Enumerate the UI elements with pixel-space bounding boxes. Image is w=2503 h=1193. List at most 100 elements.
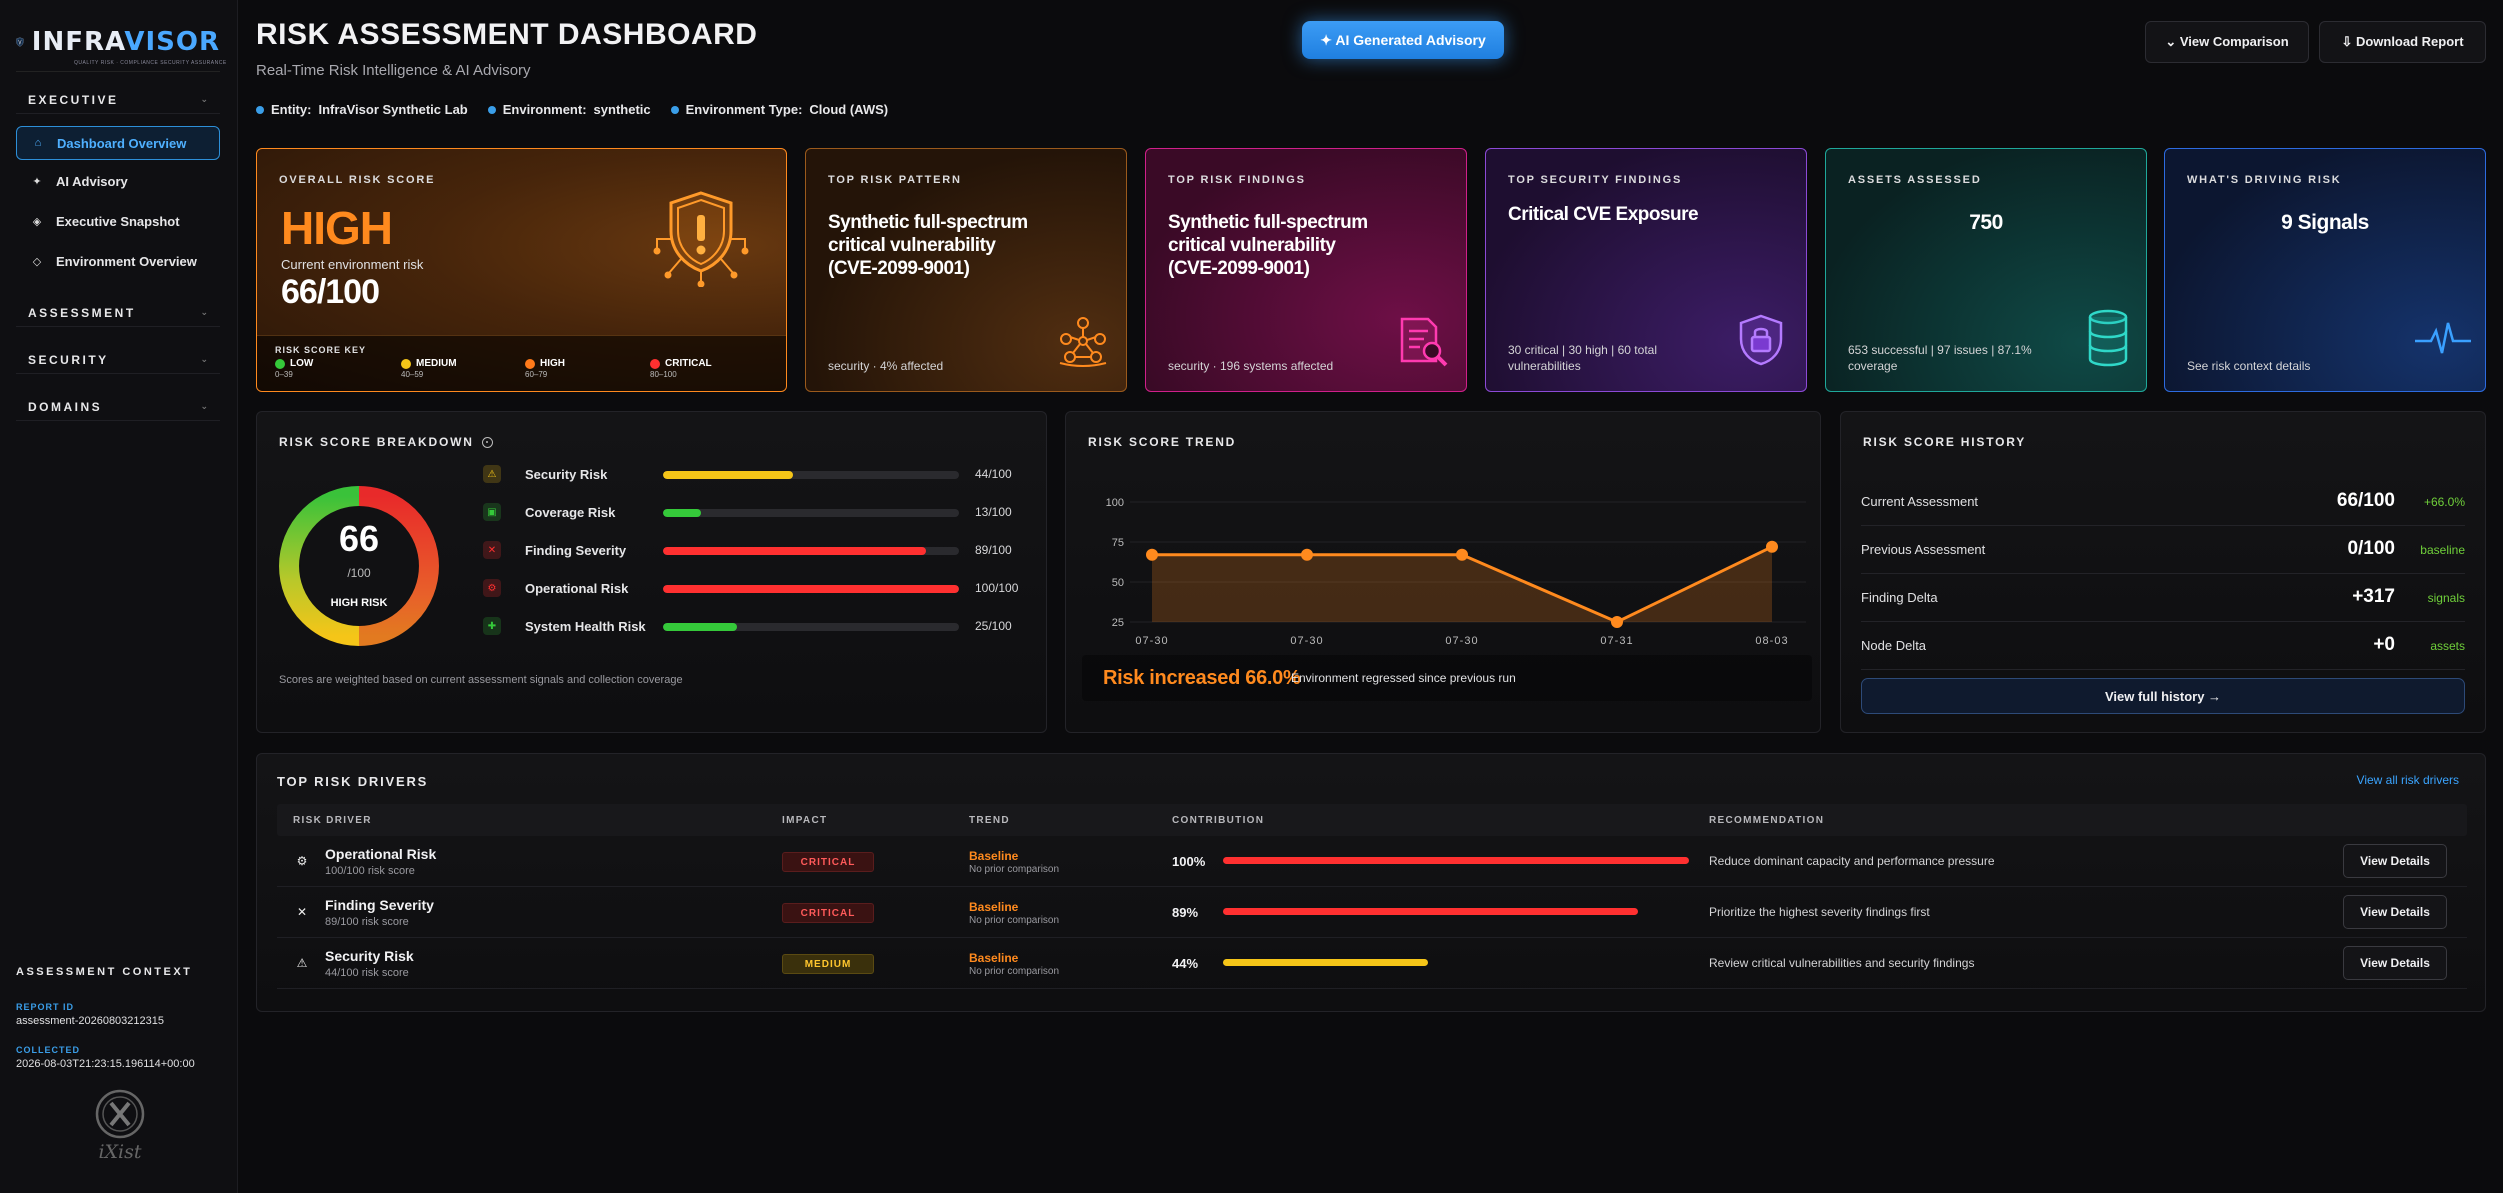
history-key: Previous Assessment bbox=[1861, 542, 1986, 557]
critical-dot-icon bbox=[650, 358, 660, 369]
warning-icon: ⚠ bbox=[296, 956, 308, 970]
risk-key-low: LOW 0–39 bbox=[275, 358, 313, 379]
risk-key-name: CRITICAL bbox=[665, 358, 712, 369]
nav-group-label: SECURITY bbox=[28, 352, 109, 367]
history-delta: assets bbox=[2430, 639, 2465, 653]
impact-badge: MEDIUM bbox=[782, 954, 874, 974]
report-id-label: REPORT ID bbox=[16, 1002, 75, 1012]
logo-wordmark: INFRAVISOR bbox=[31, 26, 220, 57]
nav-group-executive-header[interactable]: EXECUTIVE ⌄ bbox=[16, 86, 220, 114]
breakdown-track bbox=[663, 623, 959, 631]
chevron-down-icon: ⌄ bbox=[200, 354, 208, 364]
sidebar-item-executive-snapshot[interactable]: ◈ Executive Snapshot bbox=[16, 202, 220, 240]
top-security-findings-card[interactable]: TOP SECURITY FINDINGS Critical CVE Expos… bbox=[1485, 148, 1807, 392]
pulse-icon bbox=[2415, 322, 2471, 354]
chevron-down-icon: ⌄ bbox=[200, 94, 208, 104]
view-details-button[interactable]: View Details bbox=[2343, 844, 2447, 878]
breakdown-bar bbox=[663, 509, 702, 517]
history-value: 0/100 bbox=[2347, 538, 2395, 559]
x-tick-label: 07-31 bbox=[1600, 635, 1633, 647]
sidebar-item-label: Environment Overview bbox=[56, 253, 197, 269]
driver-name: Operational Risk bbox=[325, 846, 437, 862]
sparkle-icon: ✦ bbox=[32, 175, 42, 188]
driver-score: 89/100 risk score bbox=[325, 916, 409, 928]
trend-sub: No prior comparison bbox=[969, 966, 1060, 977]
column-header: TREND bbox=[969, 815, 1010, 826]
breakdown-row-name: Operational Risk bbox=[525, 581, 629, 596]
risk-key-critical: CRITICAL 80–100 bbox=[650, 358, 712, 379]
ai-generated-advisory-button[interactable]: ✦ AI Generated Advisory bbox=[1302, 21, 1504, 59]
entity-meta: Entity: InfraVisor Synthetic Lab bbox=[256, 102, 468, 117]
collected-value: 2026-08-03T21:23:15.196114+00:00 bbox=[16, 1058, 195, 1070]
ixist-logo: iXist bbox=[92, 1088, 148, 1163]
card-footnote: 30 critical | 30 high | 60 total vulnera… bbox=[1508, 343, 1657, 373]
medium-dot-icon bbox=[401, 358, 411, 369]
risk-key-range: 60–79 bbox=[525, 370, 548, 379]
top-risk-findings-card[interactable]: TOP RISK FINDINGS Synthetic full-spectru… bbox=[1145, 148, 1467, 392]
network-nodes-icon bbox=[1059, 317, 1107, 367]
recommendation: Reduce dominant capacity and performance… bbox=[1709, 854, 1995, 868]
sidebar-item-label: Executive Snapshot bbox=[56, 213, 180, 229]
table-row[interactable]: ⚙ Operational Risk 100/100 risk score CRITI… bbox=[277, 836, 2467, 887]
x-tick-label: 08-03 bbox=[1755, 635, 1788, 647]
trend-point bbox=[1611, 616, 1623, 628]
nav-group-assessment-header[interactable]: ASSESSMENT ⌄ bbox=[16, 299, 220, 327]
risk-key-title: RISK SCORE KEY bbox=[275, 345, 367, 355]
risk-key-range: 40–59 bbox=[401, 370, 424, 379]
assets-assessed-card[interactable]: ASSETS ASSESSED 750 653 successful | 97 … bbox=[1825, 148, 2147, 392]
table-row[interactable]: ⚠ Security Risk 44/100 risk score MEDIUM Bas… bbox=[277, 938, 2467, 989]
sidebar-item-environment-overview[interactable]: ◇ Environment Overview bbox=[16, 242, 220, 280]
risk-context-link[interactable]: See risk context details bbox=[2187, 359, 2311, 373]
risk-trend-chart: 25 50 75 100 07-30 07-30 07-30 07-31 08-03 bbox=[1106, 497, 1806, 647]
status-dot-icon bbox=[670, 105, 679, 114]
nav-group-label: ASSESSMENT bbox=[28, 305, 136, 320]
breakdown-row-value: 89/100 bbox=[975, 543, 1012, 557]
history-value: 66/100 bbox=[2336, 490, 2395, 511]
view-comparison-button[interactable]: ⌄ View Comparison bbox=[2145, 21, 2309, 63]
download-report-button[interactable]: ⇩ Download Report bbox=[2319, 21, 2486, 63]
trend-sub: No prior comparison bbox=[969, 864, 1060, 875]
view-details-button[interactable]: View Details bbox=[2343, 946, 2447, 980]
report-id-value: assessment-20260803212315 bbox=[16, 1015, 165, 1027]
page-subtitle: Real-Time Risk Intelligence & AI Advisor… bbox=[256, 62, 531, 79]
risk-caption: Current environment risk bbox=[281, 257, 424, 272]
diamond-icon: ◈ bbox=[32, 215, 42, 228]
card-label: WHAT'S DRIVING RISK bbox=[2187, 174, 2342, 186]
view-all-risk-drivers-link[interactable]: View all risk drivers bbox=[2356, 773, 2459, 787]
gauge-value: 66 bbox=[338, 518, 380, 559]
driver-name: Finding Severity bbox=[325, 897, 434, 913]
risk-key-range: 0–39 bbox=[275, 370, 293, 379]
risk-key-medium: MEDIUM 40–59 bbox=[401, 358, 457, 379]
infravisor-logo[interactable]: INFRAVISOR QUALITY RISK · COMPLIANCE SEC… bbox=[16, 12, 226, 72]
assessment-context-title: ASSESSMENT CONTEXT bbox=[16, 966, 193, 978]
sidebar-item-ai-advisory[interactable]: ✦ AI Advisory bbox=[16, 162, 220, 200]
view-details-button[interactable]: View Details bbox=[2343, 895, 2447, 929]
sidebar-item-dashboard-overview[interactable]: ⌂ Dashboard Overview bbox=[16, 126, 220, 160]
document-search-icon bbox=[1400, 317, 1448, 367]
breakdown-title: RISK SCORE BREAKDOWN bbox=[279, 435, 493, 449]
view-full-history-button[interactable]: View full history → bbox=[1861, 678, 2465, 714]
history-title: RISK SCORE HISTORY bbox=[1863, 435, 2027, 449]
card-label: ASSETS ASSESSED bbox=[1848, 174, 1982, 186]
overall-risk-score-card[interactable]: OVERALL RISK SCORE HIGH Current environm… bbox=[256, 148, 787, 392]
risk-score-trend-panel: RISK SCORE TREND 25 50 75 100 07-30 07-30 07-3… bbox=[1065, 411, 1821, 733]
risk-key-name: LOW bbox=[290, 358, 314, 369]
card-label: TOP SECURITY FINDINGS bbox=[1508, 174, 1683, 186]
home-icon: ⌂ bbox=[34, 137, 42, 149]
impact-badge: CRITICAL bbox=[782, 903, 874, 923]
trend-point bbox=[1301, 548, 1313, 561]
table-row[interactable]: ✕ Finding Severity 89/100 risk score CRITIC… bbox=[277, 887, 2467, 938]
history-key: Finding Delta bbox=[1861, 590, 1938, 605]
info-icon[interactable] bbox=[481, 436, 493, 448]
entity-label: Entity: bbox=[271, 102, 312, 117]
trend-sub: No prior comparison bbox=[969, 915, 1060, 926]
driver-name: Security Risk bbox=[325, 948, 414, 964]
column-header: RECOMMENDATION bbox=[1709, 815, 1825, 826]
top-risk-pattern-card[interactable]: TOP RISK PATTERN Synthetic full-spectrum… bbox=[805, 148, 1127, 392]
whats-driving-risk-card[interactable]: WHAT'S DRIVING RISK 9 Signals See risk c… bbox=[2164, 148, 2486, 392]
y-tick-label: 25 bbox=[1112, 617, 1124, 629]
coverage-icon: ▣ bbox=[483, 503, 501, 521]
nav-group-domains-header[interactable]: DOMAINS ⌄ bbox=[16, 393, 220, 421]
card-footnote: security · 4% affected bbox=[828, 359, 944, 373]
nav-group-security-header[interactable]: SECURITY ⌄ bbox=[16, 346, 220, 374]
